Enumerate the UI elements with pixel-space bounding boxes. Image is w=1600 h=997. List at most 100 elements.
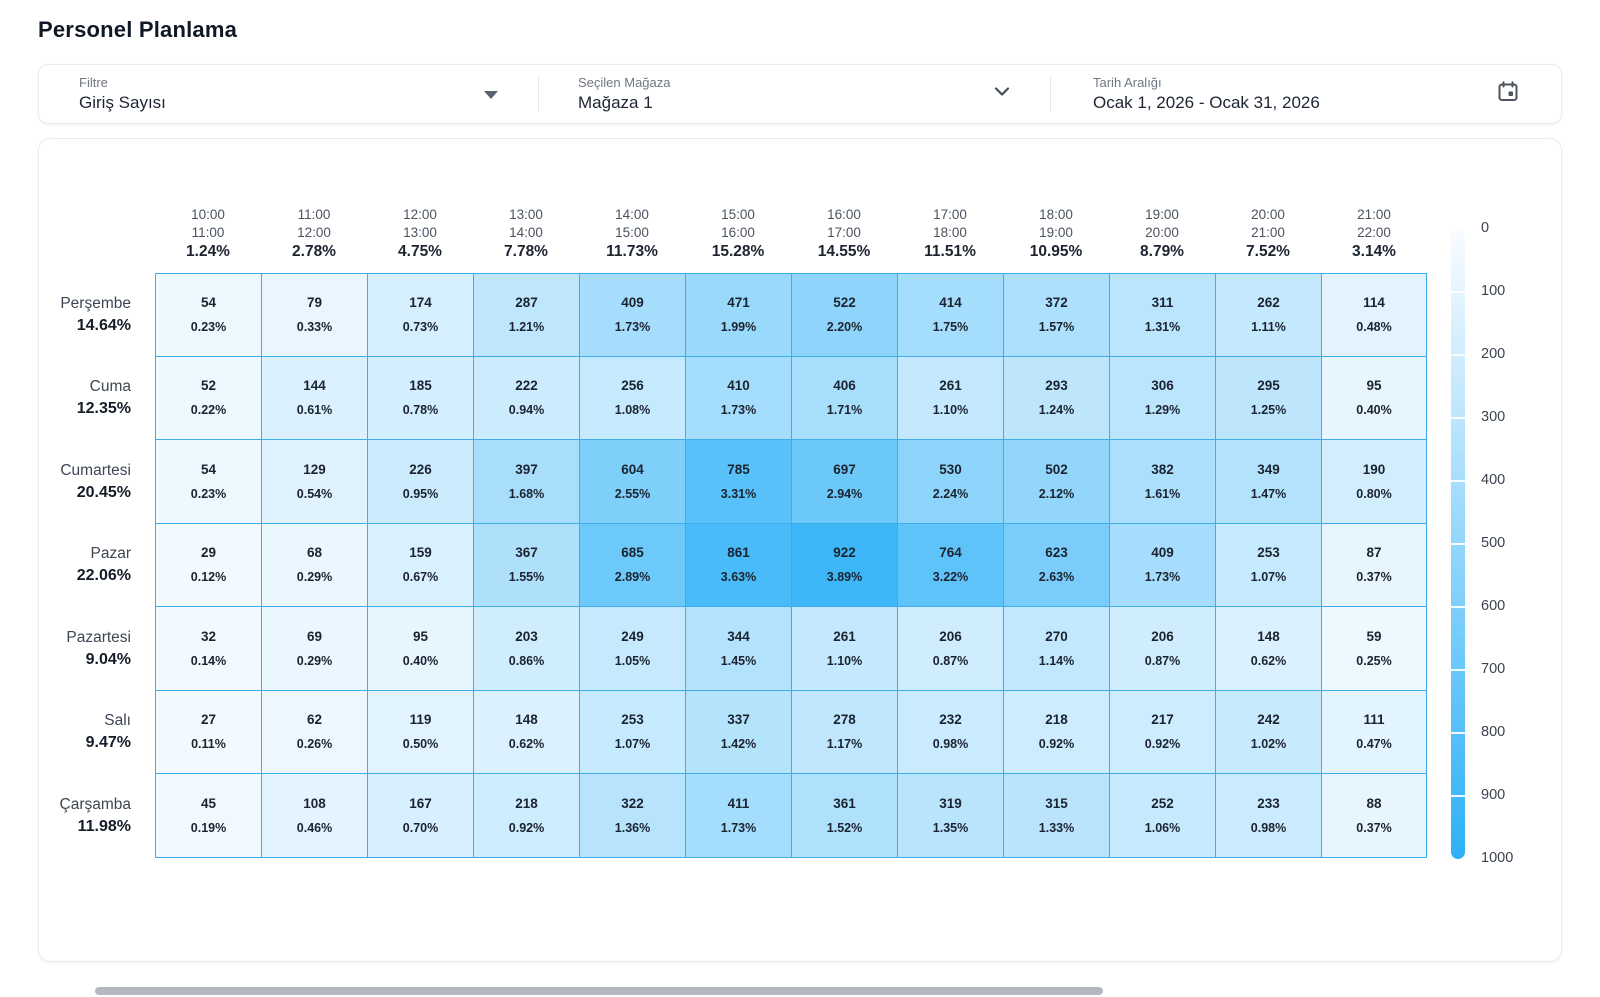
heatmap-cell[interactable]: 68 0.29% <box>261 523 367 607</box>
heatmap-cell[interactable]: 397 1.68% <box>473 440 579 524</box>
heatmap-cell[interactable]: 95 0.40% <box>367 607 473 691</box>
heatmap-cell[interactable]: 88 0.37% <box>1321 774 1427 858</box>
heatmap-cell[interactable]: 111 0.47% <box>1321 690 1427 774</box>
heatmap-cell[interactable]: 278 1.17% <box>791 690 897 774</box>
heatmap-cell[interactable]: 54 0.23% <box>155 273 261 357</box>
heatmap-cell[interactable]: 311 1.31% <box>1109 273 1215 357</box>
heatmap-cell[interactable]: 218 0.92% <box>1003 690 1109 774</box>
heatmap-cell[interactable]: 95 0.40% <box>1321 356 1427 440</box>
heatmap-cell[interactable]: 206 0.87% <box>1109 607 1215 691</box>
heatmap-cell[interactable]: 697 2.94% <box>791 440 897 524</box>
heatmap-cell[interactable]: 119 0.50% <box>367 690 473 774</box>
store-select[interactable]: Seçilen Mağaza Mağaza 1 <box>539 65 1050 123</box>
heatmap-cell[interactable]: 414 1.75% <box>897 273 1003 357</box>
heatmap-cell[interactable]: 45 0.19% <box>155 774 261 858</box>
heatmap-card: 10:00 11:00 1.24% 11:00 12:00 2.78% 12:00 13:00… <box>38 138 1562 962</box>
heatmap-cell[interactable]: 253 1.07% <box>579 690 685 774</box>
heatmap-cell[interactable]: 922 3.89% <box>791 523 897 607</box>
calendar-icon[interactable] <box>1497 81 1519 108</box>
heatmap-cell[interactable]: 253 1.07% <box>1215 523 1321 607</box>
heatmap-cell[interactable]: 261 1.10% <box>791 607 897 691</box>
heatmap-cell[interactable]: 262 1.11% <box>1215 273 1321 357</box>
heatmap-cell[interactable]: 349 1.47% <box>1215 440 1321 524</box>
heatmap-cell[interactable]: 315 1.33% <box>1003 774 1109 858</box>
heatmap-cell[interactable]: 87 0.37% <box>1321 523 1427 607</box>
heatmap-cell[interactable]: 372 1.57% <box>1003 273 1109 357</box>
heatmap-cell[interactable]: 27 0.11% <box>155 690 261 774</box>
heatmap-cell[interactable]: 623 2.63% <box>1003 523 1109 607</box>
heatmap-cell[interactable]: 367 1.55% <box>473 523 579 607</box>
heatmap-cell[interactable]: 409 1.73% <box>579 273 685 357</box>
heatmap-cell[interactable]: 337 1.42% <box>685 690 791 774</box>
heatmap-cell[interactable]: 361 1.52% <box>791 774 897 858</box>
column-end-time: 19:00 <box>1039 225 1073 240</box>
column-start-time: 13:00 <box>509 207 543 222</box>
heatmap-cell[interactable]: 502 2.12% <box>1003 440 1109 524</box>
horizontal-scrollbar-thumb[interactable] <box>95 987 1103 995</box>
heatmap-cell[interactable]: 270 1.14% <box>1003 607 1109 691</box>
column-header: 13:00 14:00 7.78% <box>473 203 579 273</box>
heatmap-cell[interactable]: 242 1.02% <box>1215 690 1321 774</box>
cell-percent: 0.80% <box>1356 486 1392 501</box>
heatmap-cell[interactable]: 174 0.73% <box>367 273 473 357</box>
heatmap-cell[interactable]: 114 0.48% <box>1321 273 1427 357</box>
heatmap-cell[interactable]: 59 0.25% <box>1321 607 1427 691</box>
heatmap-cell[interactable]: 256 1.08% <box>579 356 685 440</box>
column-start-time: 10:00 <box>191 207 225 222</box>
heatmap-cell[interactable]: 148 0.62% <box>1215 607 1321 691</box>
heatmap-cell[interactable]: 685 2.89% <box>579 523 685 607</box>
heatmap-cell[interactable]: 222 0.94% <box>473 356 579 440</box>
heatmap-cell[interactable]: 252 1.06% <box>1109 774 1215 858</box>
heatmap-cell[interactable]: 232 0.98% <box>897 690 1003 774</box>
heatmap-cell[interactable]: 522 2.20% <box>791 273 897 357</box>
heatmap-cell[interactable]: 144 0.61% <box>261 356 367 440</box>
column-start-time: 15:00 <box>721 207 755 222</box>
heatmap-cell[interactable]: 322 1.36% <box>579 774 685 858</box>
heatmap-cell[interactable]: 261 1.10% <box>897 356 1003 440</box>
column-start-time: 19:00 <box>1145 207 1179 222</box>
heatmap-cell[interactable]: 861 3.63% <box>685 523 791 607</box>
heatmap-cell[interactable]: 79 0.33% <box>261 273 367 357</box>
heatmap-cell[interactable]: 293 1.24% <box>1003 356 1109 440</box>
heatmap-cell[interactable]: 287 1.21% <box>473 273 579 357</box>
heatmap-cell[interactable]: 52 0.22% <box>155 356 261 440</box>
heatmap-cell[interactable]: 306 1.29% <box>1109 356 1215 440</box>
heatmap-cell[interactable]: 167 0.70% <box>367 774 473 858</box>
heatmap-cell[interactable]: 29 0.12% <box>155 523 261 607</box>
heatmap-cell[interactable]: 129 0.54% <box>261 440 367 524</box>
filter-select[interactable]: Filtre Giriş Sayısı <box>39 65 538 123</box>
heatmap-cell[interactable]: 148 0.62% <box>473 690 579 774</box>
heatmap-cell[interactable]: 226 0.95% <box>367 440 473 524</box>
date-range-picker[interactable]: Tarih Aralığı Ocak 1, 2026 - Ocak 31, 20… <box>1051 65 1561 123</box>
heatmap-cell[interactable]: 471 1.99% <box>685 273 791 357</box>
heatmap-cell[interactable]: 249 1.05% <box>579 607 685 691</box>
heatmap-cell[interactable]: 185 0.78% <box>367 356 473 440</box>
heatmap-cell[interactable]: 411 1.73% <box>685 774 791 858</box>
cell-percent: 0.22% <box>190 403 227 418</box>
cell-percent: 0.86% <box>508 653 545 668</box>
heatmap-cell[interactable]: 764 3.22% <box>897 523 1003 607</box>
heatmap-cell[interactable]: 319 1.35% <box>897 774 1003 858</box>
heatmap-cell[interactable]: 69 0.29% <box>261 607 367 691</box>
heatmap-cell[interactable]: 159 0.67% <box>367 523 473 607</box>
heatmap-cell[interactable]: 32 0.14% <box>155 607 261 691</box>
heatmap-cell[interactable]: 218 0.92% <box>473 774 579 858</box>
heatmap-cell[interactable]: 344 1.45% <box>685 607 791 691</box>
heatmap-cell[interactable]: 217 0.92% <box>1109 690 1215 774</box>
heatmap-cell[interactable]: 382 1.61% <box>1109 440 1215 524</box>
heatmap-cell[interactable]: 54 0.23% <box>155 440 261 524</box>
heatmap-cell[interactable]: 206 0.87% <box>897 607 1003 691</box>
heatmap-cell[interactable]: 530 2.24% <box>897 440 1003 524</box>
heatmap-cell[interactable]: 62 0.26% <box>261 690 367 774</box>
heatmap-cell[interactable]: 295 1.25% <box>1215 356 1321 440</box>
row-label: Çarşamba 11.98% <box>39 774 155 858</box>
heatmap-cell[interactable]: 410 1.73% <box>685 356 791 440</box>
heatmap-cell[interactable]: 785 3.31% <box>685 440 791 524</box>
heatmap-cell[interactable]: 108 0.46% <box>261 774 367 858</box>
heatmap-cell[interactable]: 233 0.98% <box>1215 774 1321 858</box>
heatmap-cell[interactable]: 190 0.80% <box>1321 440 1427 524</box>
heatmap-cell[interactable]: 406 1.71% <box>791 356 897 440</box>
heatmap-cell[interactable]: 409 1.73% <box>1109 523 1215 607</box>
heatmap-cell[interactable]: 203 0.86% <box>473 607 579 691</box>
heatmap-cell[interactable]: 604 2.55% <box>579 440 685 524</box>
